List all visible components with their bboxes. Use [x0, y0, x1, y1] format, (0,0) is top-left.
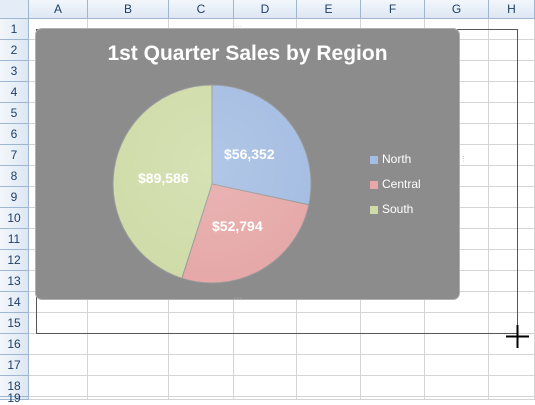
resize-handle-top[interactable]: ∙∙∙∙ [234, 23, 242, 30]
row-gridline [29, 375, 535, 376]
column-gridline [488, 19, 489, 400]
pie-highlight [113, 85, 311, 283]
resize-handle-bottom[interactable]: ∙∙∙∙ [234, 295, 242, 302]
row-header-8[interactable]: 8 [0, 166, 29, 187]
row-header-2[interactable]: 2 [0, 40, 29, 61]
column-header-c[interactable]: C [169, 0, 234, 19]
legend-swatch-central [370, 180, 378, 189]
row-header-5[interactable]: 5 [0, 103, 29, 124]
column-header-a[interactable]: A [29, 0, 88, 19]
row-header-10[interactable]: 10 [0, 208, 29, 229]
pie-plot[interactable] [36, 29, 459, 299]
pie-chart[interactable]: 1st Quarter Sales by Region $56,352 $52,… [32, 23, 467, 302]
row-header-6[interactable]: 6 [0, 124, 29, 145]
row-gridline [29, 396, 535, 397]
column-header-g[interactable]: G [425, 0, 489, 19]
row-header-11[interactable]: 11 [0, 229, 29, 250]
row-gridline [29, 312, 535, 313]
slice-label-south: $89,586 [138, 170, 189, 186]
legend-label-central: Central [382, 177, 421, 191]
resize-handle-left[interactable]: ⋮ [32, 156, 39, 163]
legend-swatch-south [370, 205, 378, 214]
row-header-9[interactable]: 9 [0, 187, 29, 208]
column-header-e[interactable]: E [297, 0, 361, 19]
row-header-16[interactable]: 16 [0, 334, 29, 355]
crosshair-cursor-icon [506, 325, 529, 348]
row-gridline [29, 354, 535, 355]
column-header-b[interactable]: B [88, 0, 169, 19]
column-header-h[interactable]: H [489, 0, 535, 19]
row-header-12[interactable]: 12 [0, 250, 29, 271]
row-header-1[interactable]: 1 [0, 19, 29, 40]
row-header-3[interactable]: 3 [0, 61, 29, 82]
row-header-14[interactable]: 14 [0, 292, 29, 313]
column-header-d[interactable]: D [234, 0, 297, 19]
select-all-corner[interactable] [0, 0, 29, 19]
legend-item-central[interactable]: Central [370, 177, 421, 191]
slice-label-central: $52,794 [212, 218, 263, 234]
legend-label-south: South [382, 202, 414, 216]
row-header-7[interactable]: 7 [0, 145, 29, 166]
column-header-f[interactable]: F [361, 0, 425, 19]
row-header-17[interactable]: 17 [0, 355, 29, 376]
row-header-13[interactable]: 13 [0, 271, 29, 292]
row-header-18[interactable]: 18 [0, 376, 29, 397]
legend-item-north[interactable]: North [370, 152, 411, 166]
chart-title[interactable]: 1st Quarter Sales by Region [107, 42, 388, 65]
slice-label-north: $56,352 [224, 146, 275, 162]
legend-label-north: North [382, 152, 412, 166]
row-header-15[interactable]: 15 [0, 313, 29, 334]
legend-item-south[interactable]: South [370, 202, 413, 216]
resize-handle-right[interactable]: ⋮ [460, 156, 467, 163]
legend-swatch-north [370, 155, 378, 164]
row-header-4[interactable]: 4 [0, 82, 29, 103]
